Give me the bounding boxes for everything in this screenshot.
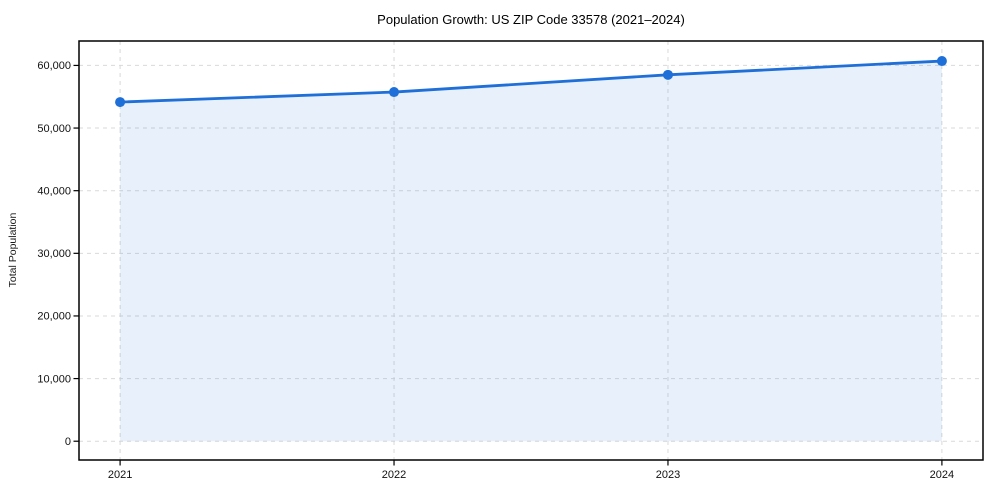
data-point xyxy=(389,87,400,98)
y-tick-label: 0 xyxy=(65,436,71,448)
chart-title: Population Growth: US ZIP Code 33578 (20… xyxy=(377,12,685,27)
y-tick-label: 20,000 xyxy=(37,311,71,323)
series-line xyxy=(118,59,944,104)
y-tick-label: 60,000 xyxy=(37,60,71,72)
x-tick-label: 2023 xyxy=(656,469,680,481)
y-axis-label: Total Population xyxy=(7,212,19,287)
data-point xyxy=(936,56,947,67)
area-fill xyxy=(120,61,942,442)
y-tick-label: 30,000 xyxy=(37,248,71,260)
y-tick-label: 10,000 xyxy=(37,373,71,385)
data-point xyxy=(115,97,126,108)
plot-border xyxy=(78,40,984,461)
data-point xyxy=(662,69,673,80)
y-tick-label: 50,000 xyxy=(37,123,71,135)
x-tick-label: 2024 xyxy=(930,469,954,481)
plot-area: 2021 2022 2023 2024 0 10,000 20,000 30,000 40,00… xyxy=(37,40,984,481)
y-tick-label: 40,000 xyxy=(37,185,71,197)
x-tick-label: 2022 xyxy=(382,469,406,481)
x-tick-label: 2021 xyxy=(108,469,132,481)
